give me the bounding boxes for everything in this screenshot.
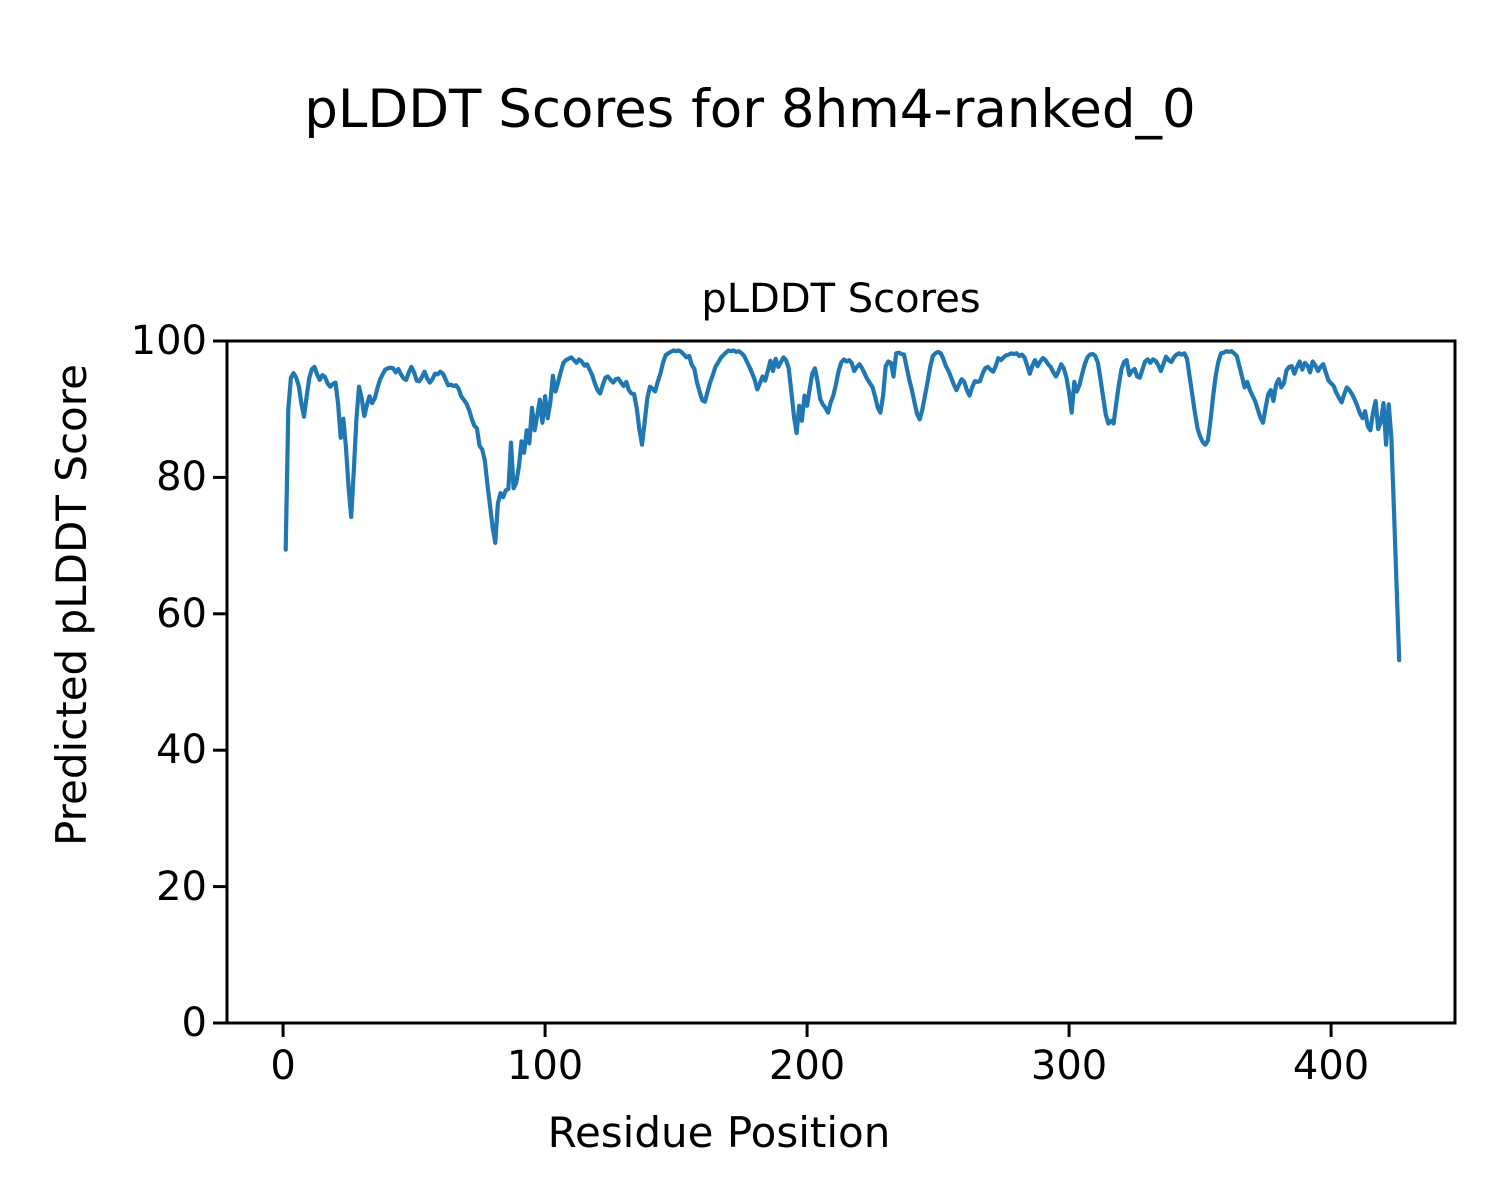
axes-title: pLDDT Scores (701, 276, 981, 322)
x-tick-label: 100 (506, 1043, 584, 1089)
x-tick-label: 400 (1292, 1043, 1370, 1089)
y-tick-label: 60 (156, 590, 207, 637)
y-tick-label: 0 (181, 1000, 207, 1046)
y-tick-label: 40 (156, 727, 207, 774)
figure-title: pLDDT Scores for 8hm4-ranked_0 (304, 79, 1196, 140)
x-tick-label: 0 (270, 1043, 296, 1089)
x-tick-label: 300 (1030, 1043, 1108, 1089)
axes-spines (225, 339, 1457, 1025)
x-tick-label: 200 (768, 1043, 846, 1089)
plddt-series-line (283, 348, 1402, 663)
y-tick-label: 100 (130, 318, 207, 364)
y-tick-label: 80 (156, 454, 207, 501)
x-axis-label: Residue Position (547, 1108, 891, 1157)
tick-marks (213, 339, 1333, 1037)
y-tick-label: 20 (156, 863, 207, 910)
